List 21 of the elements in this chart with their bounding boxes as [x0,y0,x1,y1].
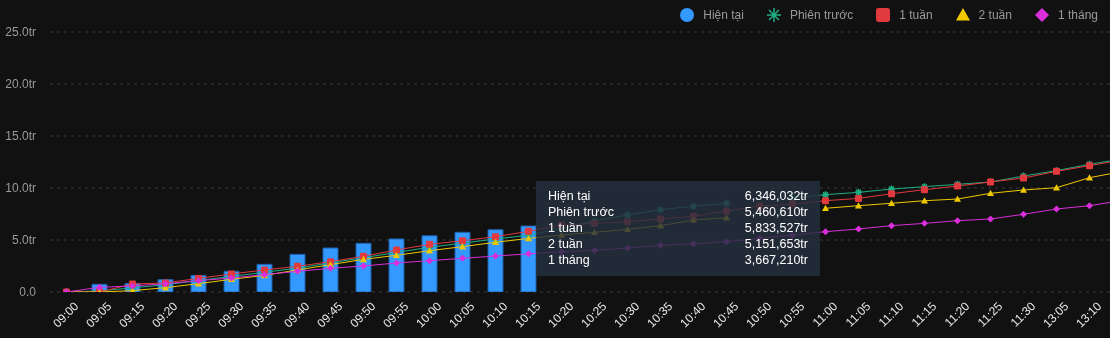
legend-label: Phiên trước [789,8,854,22]
annotation: 2 tuần [548,236,584,252]
legend-label: Hiện tại [703,8,744,22]
annotation: 6,346,032tr [744,188,808,204]
y-tick-label: 0.0 [19,285,37,300]
legend-label: 1 tuần [899,8,933,22]
y-tick-label: 15.0tr [5,129,36,144]
y-tick-label: 10.0tr [5,181,36,196]
annotation: 1 tháng [548,252,591,268]
annotation: 5,833,527tr [744,220,808,236]
legend-label: 1 tháng [1057,8,1098,22]
annotation: Hiện tại [548,188,592,204]
annotation: Phiên trước [548,204,615,220]
annotation: 1 tuần [548,220,584,236]
annotation: 5,151,653tr [744,236,808,252]
y-tick-label: 20.0tr [5,77,36,92]
legend-label: 2 tuần [978,8,1012,22]
y-tick-label: 25.0tr [5,25,36,40]
y-tick-label: 5.0tr [11,233,36,248]
annotation: 5,460,610tr [744,204,808,220]
annotation: 3,667,210tr [744,252,808,268]
